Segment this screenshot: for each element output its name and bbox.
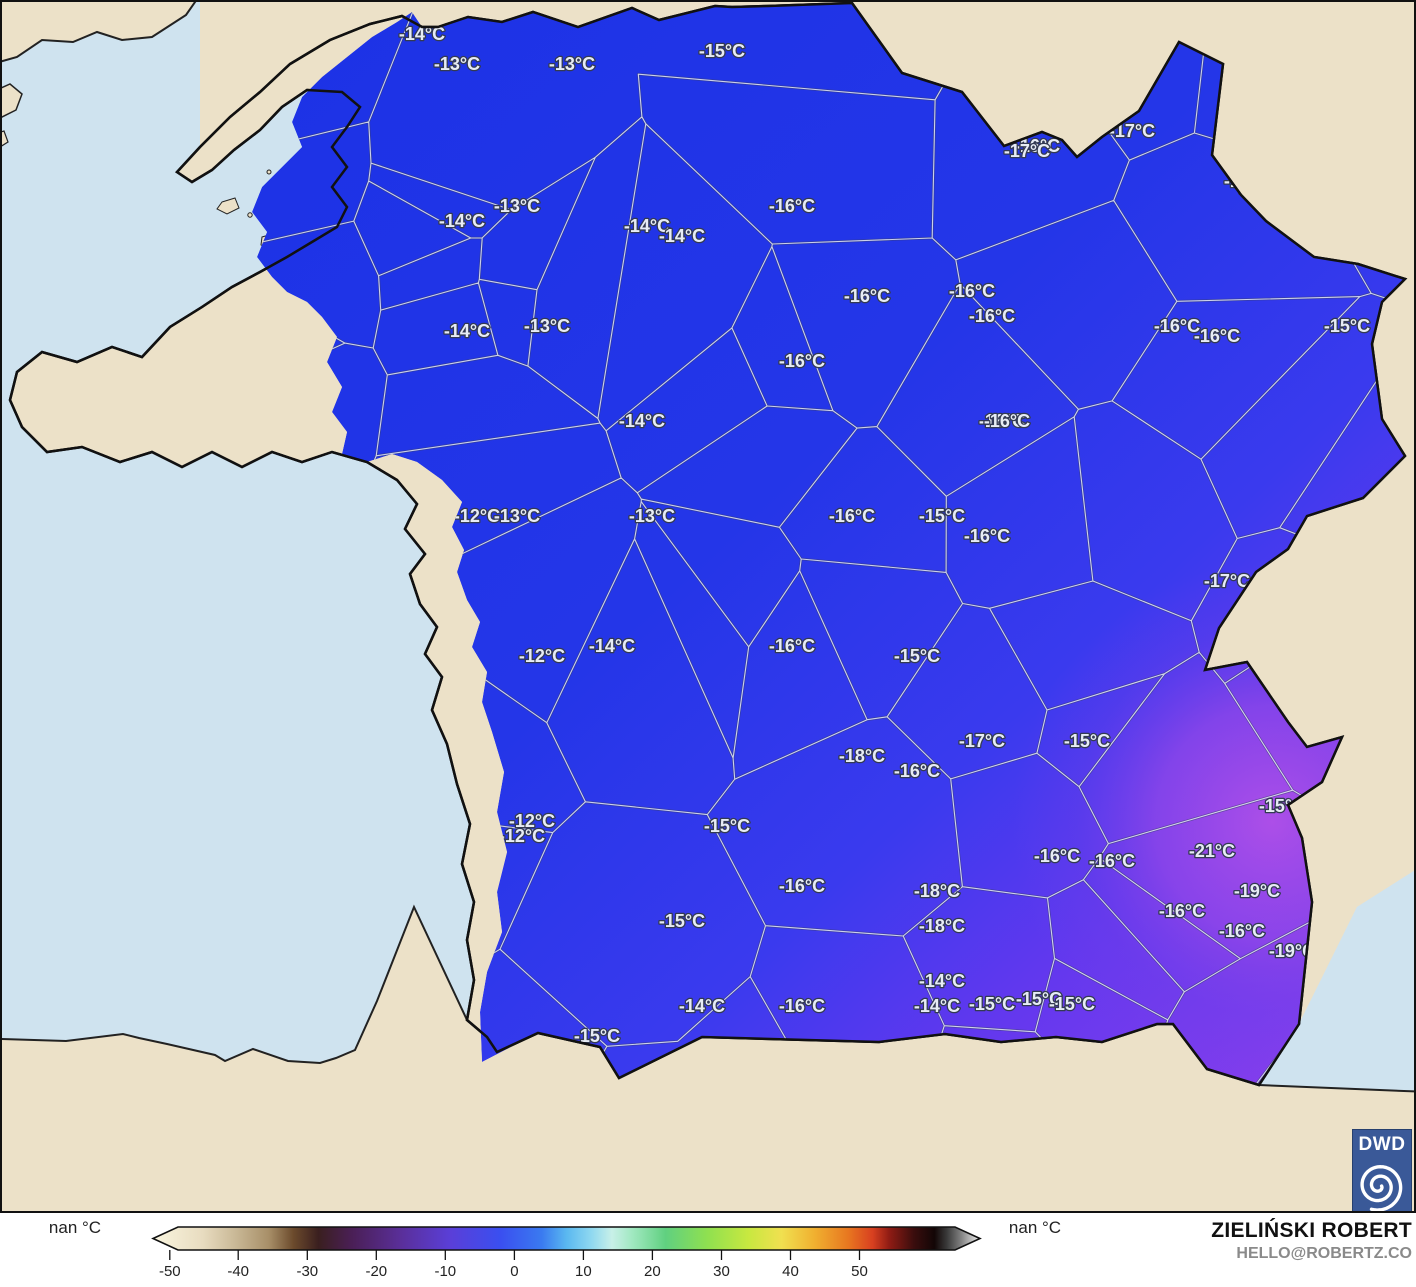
svg-text:-16°C: -16°C	[984, 411, 1030, 431]
svg-text:-16°C: -16°C	[844, 286, 890, 306]
svg-text:-14°C: -14°C	[914, 996, 960, 1016]
svg-text:-12°C: -12°C	[519, 646, 565, 666]
svg-text:-15°C: -15°C	[969, 994, 1015, 1014]
svg-text:-16°C: -16°C	[779, 351, 825, 371]
svg-text:-16°C: -16°C	[1159, 901, 1205, 921]
svg-text:-16°C: -16°C	[1034, 846, 1080, 866]
svg-text:40: 40	[782, 1263, 799, 1280]
svg-text:-20: -20	[365, 1263, 387, 1280]
svg-text:-14°C: -14°C	[439, 211, 485, 231]
svg-text:-13°C: -13°C	[434, 54, 480, 74]
svg-text:-15°C: -15°C	[699, 41, 745, 61]
svg-text:-10: -10	[434, 1263, 456, 1280]
svg-text:-13°C: -13°C	[629, 506, 675, 526]
svg-text:-16°C: -16°C	[769, 196, 815, 216]
svg-text:nan °C: nan °C	[1009, 1218, 1061, 1237]
svg-text:10: 10	[575, 1263, 592, 1280]
svg-text:-19°C: -19°C	[1234, 881, 1280, 901]
svg-text:-13°C: -13°C	[494, 506, 540, 526]
svg-text:-15°C: -15°C	[1049, 994, 1095, 1014]
svg-text:20: 20	[644, 1263, 661, 1280]
svg-text:-18°C: -18°C	[914, 881, 960, 901]
svg-text:-18°C: -18°C	[919, 916, 965, 936]
svg-text:-12°C: -12°C	[499, 826, 545, 846]
svg-text:-17°C: -17°C	[959, 731, 1005, 751]
svg-text:-30: -30	[296, 1263, 318, 1280]
svg-text:-21°C: -21°C	[1189, 841, 1235, 861]
svg-text:-15°C: -15°C	[1064, 731, 1110, 751]
svg-text:-15°C: -15°C	[704, 816, 750, 836]
svg-text:-14°C: -14°C	[589, 636, 635, 656]
svg-text:30: 30	[713, 1263, 730, 1280]
svg-text:-40: -40	[227, 1263, 249, 1280]
svg-text:-14°C: -14°C	[919, 971, 965, 991]
svg-text:-13°C: -13°C	[524, 316, 570, 336]
svg-text:-16°C: -16°C	[779, 876, 825, 896]
svg-text:-15°C: -15°C	[659, 911, 705, 931]
svg-text:-14°C: -14°C	[679, 996, 725, 1016]
svg-text:0: 0	[510, 1263, 518, 1280]
svg-text:nan °C: nan °C	[49, 1218, 101, 1237]
svg-text:50: 50	[851, 1263, 868, 1280]
svg-text:-16°C: -16°C	[769, 636, 815, 656]
svg-text:-14°C: -14°C	[619, 411, 665, 431]
svg-text:-16°C: -16°C	[829, 506, 875, 526]
svg-text:-16°C: -16°C	[969, 306, 1015, 326]
svg-text:-14°C: -14°C	[444, 321, 490, 341]
svg-text:-16°C: -16°C	[1194, 326, 1240, 346]
svg-text:-15°C: -15°C	[1324, 316, 1370, 336]
svg-text:-15°C: -15°C	[919, 506, 965, 526]
svg-text:-16°C: -16°C	[1219, 921, 1265, 941]
svg-text:-16°C: -16°C	[964, 526, 1010, 546]
svg-text:-13°C: -13°C	[494, 196, 540, 216]
svg-text:-14°C: -14°C	[659, 226, 705, 246]
svg-text:-16°C: -16°C	[1089, 851, 1135, 871]
svg-text:-13°C: -13°C	[549, 54, 595, 74]
svg-text:-18°C: -18°C	[839, 746, 885, 766]
svg-text:-50: -50	[159, 1263, 181, 1280]
svg-text:-16°C: -16°C	[779, 996, 825, 1016]
svg-text:-16°C: -16°C	[949, 281, 995, 301]
svg-text:-16°C: -16°C	[894, 761, 940, 781]
svg-text:-17°C: -17°C	[1204, 571, 1250, 591]
svg-text:-15°C: -15°C	[894, 646, 940, 666]
